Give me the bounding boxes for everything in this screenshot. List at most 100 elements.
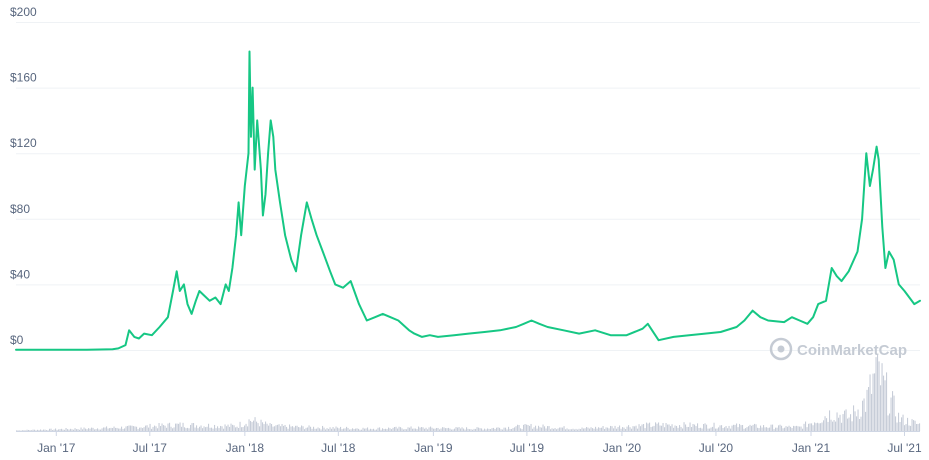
volume-bar: [815, 423, 817, 431]
volume-bar: [737, 427, 739, 431]
volume-bar: [863, 398, 865, 431]
volume-bar: [371, 429, 373, 431]
volume-bar: [838, 417, 840, 431]
volume-bar: [871, 393, 873, 431]
volume-bar: [194, 427, 196, 431]
volume-bar: [637, 428, 639, 431]
volume-bar: [770, 424, 772, 431]
volume-bar: [91, 427, 93, 431]
volume-bar: [260, 419, 262, 431]
volume-bar: [26, 429, 28, 431]
volume-bar: [745, 428, 747, 431]
price-line: [15, 50, 921, 351]
volume-bar: [149, 423, 151, 431]
volume-bar: [166, 427, 168, 431]
volume-bar: [716, 428, 718, 431]
volume-bar: [410, 426, 412, 431]
volume-bar: [137, 429, 139, 431]
volume-bar: [143, 427, 145, 431]
volume-bar: [907, 417, 909, 431]
volume-bar: [895, 416, 897, 431]
volume-bar: [733, 424, 735, 431]
volume-bar: [244, 425, 246, 431]
volume-bar: [901, 417, 903, 431]
volume-bar: [134, 426, 136, 431]
volume-bar: [749, 424, 751, 431]
volume-bar: [773, 429, 775, 431]
volume-bar: [625, 429, 627, 431]
volume-bar: [203, 426, 205, 431]
volume-bar: [160, 426, 162, 431]
volume-bar: [79, 429, 81, 431]
volume-bar: [463, 428, 465, 431]
volume-bar: [436, 427, 438, 431]
volume-bar: [823, 420, 825, 431]
volume-bar: [556, 429, 558, 431]
volume-bar: [607, 427, 609, 431]
volume-bar: [385, 428, 387, 431]
volume-bar: [581, 427, 583, 431]
volume-bar: [872, 373, 874, 431]
volume-bar: [571, 429, 573, 431]
volume-bar: [449, 428, 451, 431]
volume-bar: [503, 427, 505, 431]
volume-bar: [154, 425, 156, 431]
volume-bar: [706, 424, 708, 431]
volume-bar: [614, 425, 616, 431]
volume-bar: [830, 419, 832, 431]
volume-bar: [310, 426, 312, 431]
volume-bar: [239, 421, 241, 431]
volume-bar: [485, 429, 487, 431]
volume-bar: [868, 387, 870, 431]
volume-bar: [847, 418, 849, 431]
volume-bar: [169, 422, 171, 431]
volume-bar: [304, 429, 306, 431]
volume-bar: [136, 426, 138, 431]
volume-bar: [527, 425, 529, 431]
volume-bar: [58, 429, 60, 431]
volume-bar: [566, 428, 568, 431]
volume-bar: [803, 423, 805, 431]
volume-bar: [403, 429, 405, 431]
volume-bar: [917, 423, 919, 431]
volume-bar: [541, 427, 543, 431]
volume-bar: [223, 428, 225, 431]
volume-bar: [604, 429, 606, 431]
volume-bar: [892, 391, 894, 431]
volume-bar: [211, 427, 213, 431]
volume-bar: [112, 428, 114, 431]
volume-bar: [451, 429, 453, 431]
volume-bar: [131, 425, 133, 431]
volume-bar: [164, 425, 166, 431]
volume-bar: [869, 374, 871, 431]
volume-bar: [439, 429, 441, 431]
volume-bar: [38, 430, 40, 431]
volume-bar: [80, 427, 82, 431]
volume-bar: [388, 427, 390, 431]
volume-bar: [662, 423, 664, 431]
volume-bar: [457, 427, 459, 431]
volume-bar: [856, 416, 858, 431]
volume-bar: [89, 428, 91, 431]
volume-bar: [215, 428, 217, 431]
volume-bar: [127, 425, 129, 431]
volume-bar: [911, 419, 913, 431]
volume-bar: [74, 428, 76, 431]
volume-bar: [71, 429, 73, 431]
volume-bar: [398, 426, 400, 431]
volume-bar: [416, 429, 418, 431]
volume-bar: [806, 427, 808, 431]
volume-bar: [70, 428, 72, 431]
volume-bar: [284, 424, 286, 431]
volume-bar: [680, 426, 682, 431]
volume-bar: [19, 430, 21, 431]
volume-bar: [755, 424, 757, 431]
volume-bar: [406, 429, 408, 431]
volume-bar: [295, 425, 297, 431]
volume-bar: [121, 426, 123, 431]
volume-bar: [548, 426, 550, 431]
x-tick-label: Jan '20: [603, 441, 642, 455]
volume-bar: [913, 420, 915, 431]
